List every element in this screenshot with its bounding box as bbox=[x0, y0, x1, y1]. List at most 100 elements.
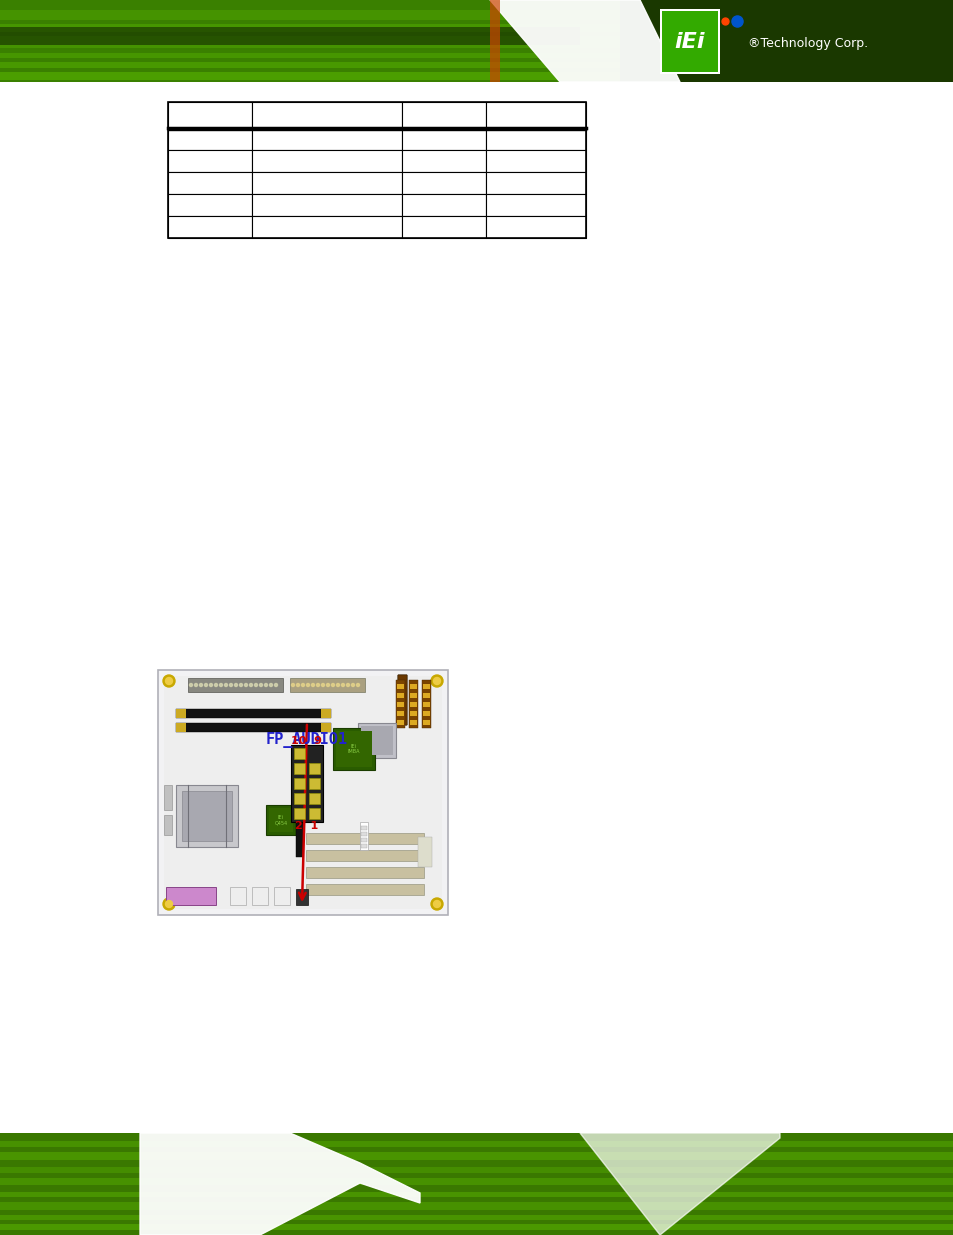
Text: IEi
Q454: IEi Q454 bbox=[274, 815, 287, 825]
Circle shape bbox=[250, 683, 253, 687]
Bar bbox=[396, 720, 403, 725]
Bar bbox=[309, 763, 319, 774]
Bar bbox=[357, 722, 395, 758]
Bar bbox=[0, 1132, 953, 1235]
Bar bbox=[360, 839, 367, 842]
Text: FP_AUDIO1: FP_AUDIO1 bbox=[266, 732, 348, 748]
Bar bbox=[661, 11, 718, 72]
Bar bbox=[485, 216, 585, 238]
Circle shape bbox=[204, 683, 208, 687]
Bar bbox=[422, 701, 430, 706]
Circle shape bbox=[194, 683, 197, 687]
Bar bbox=[421, 680, 431, 727]
Bar bbox=[359, 823, 368, 850]
Circle shape bbox=[316, 683, 319, 687]
Bar bbox=[485, 149, 585, 172]
Bar bbox=[417, 837, 432, 867]
Bar bbox=[0, 1152, 953, 1160]
Bar bbox=[306, 850, 423, 861]
Bar bbox=[360, 832, 367, 836]
Bar bbox=[395, 680, 405, 727]
Circle shape bbox=[224, 683, 227, 687]
Bar bbox=[0, 82, 953, 1132]
Bar bbox=[0, 1224, 953, 1230]
Circle shape bbox=[199, 683, 202, 687]
Bar bbox=[274, 887, 290, 905]
Bar bbox=[168, 172, 252, 194]
Bar bbox=[410, 701, 416, 706]
Bar bbox=[410, 720, 416, 725]
Bar bbox=[309, 778, 319, 789]
Bar bbox=[0, 1132, 953, 1235]
Bar bbox=[0, 1202, 953, 1210]
Polygon shape bbox=[579, 1132, 780, 1235]
Bar bbox=[0, 1141, 953, 1147]
Bar bbox=[396, 711, 403, 716]
Bar bbox=[397, 676, 407, 725]
Bar bbox=[333, 727, 375, 769]
Bar bbox=[168, 103, 252, 128]
Bar bbox=[306, 832, 423, 844]
Bar bbox=[294, 793, 305, 804]
Bar bbox=[485, 103, 585, 128]
Bar bbox=[0, 72, 619, 80]
Bar bbox=[168, 194, 252, 216]
Circle shape bbox=[433, 900, 440, 908]
Bar bbox=[175, 722, 186, 732]
Text: 2  1: 2 1 bbox=[295, 821, 318, 831]
Bar bbox=[335, 731, 372, 767]
Text: 10  9: 10 9 bbox=[292, 736, 322, 746]
Bar bbox=[182, 790, 232, 841]
Bar bbox=[0, 53, 619, 58]
Bar bbox=[0, 1215, 953, 1220]
Bar bbox=[360, 726, 393, 755]
Circle shape bbox=[326, 683, 329, 687]
Bar bbox=[401, 216, 485, 238]
Circle shape bbox=[296, 683, 299, 687]
Bar bbox=[422, 684, 430, 689]
Bar bbox=[401, 194, 485, 216]
Bar bbox=[0, 1167, 953, 1173]
Bar bbox=[294, 778, 305, 789]
Polygon shape bbox=[140, 1132, 419, 1235]
Circle shape bbox=[431, 676, 442, 687]
Bar bbox=[164, 676, 441, 909]
Bar bbox=[0, 27, 579, 44]
Circle shape bbox=[163, 676, 174, 687]
Bar bbox=[619, 0, 953, 82]
Bar bbox=[269, 808, 293, 832]
Circle shape bbox=[239, 683, 242, 687]
Circle shape bbox=[356, 683, 359, 687]
Bar bbox=[295, 889, 308, 905]
Bar bbox=[397, 676, 407, 725]
Bar bbox=[0, 10, 619, 20]
Bar bbox=[294, 808, 305, 819]
Bar bbox=[410, 684, 416, 689]
Bar bbox=[320, 722, 331, 732]
Bar bbox=[485, 128, 585, 149]
Bar bbox=[0, 0, 953, 82]
Circle shape bbox=[341, 683, 344, 687]
Bar bbox=[320, 709, 331, 718]
Bar bbox=[306, 867, 423, 878]
Bar bbox=[397, 676, 407, 725]
Bar bbox=[168, 128, 252, 149]
Bar bbox=[252, 887, 268, 905]
Bar bbox=[422, 693, 430, 698]
Circle shape bbox=[351, 683, 355, 687]
Bar bbox=[659, 9, 720, 74]
Bar bbox=[252, 149, 401, 172]
Circle shape bbox=[336, 683, 339, 687]
Circle shape bbox=[165, 900, 172, 908]
Bar bbox=[0, 23, 619, 32]
Circle shape bbox=[269, 683, 273, 687]
Bar bbox=[175, 785, 237, 847]
Bar bbox=[490, 0, 499, 82]
Bar bbox=[164, 785, 172, 810]
Bar bbox=[0, 1178, 953, 1186]
Bar bbox=[396, 693, 403, 698]
Circle shape bbox=[431, 898, 442, 910]
Circle shape bbox=[306, 683, 309, 687]
Bar bbox=[294, 763, 305, 774]
Circle shape bbox=[331, 683, 335, 687]
